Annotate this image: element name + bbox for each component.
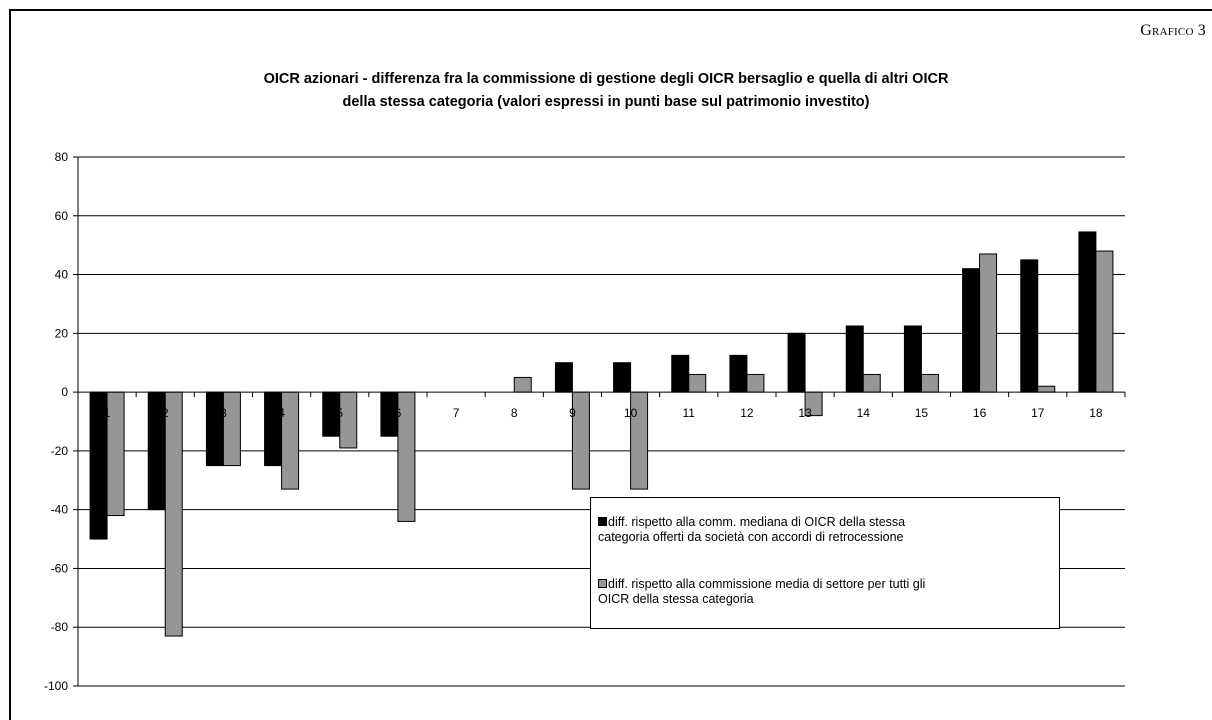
- bar-series-1-cat-3: [205, 391, 224, 467]
- bar-series-2-cat-15: [920, 373, 939, 393]
- x-tick-label-2: 2: [162, 406, 169, 420]
- bar-series-1-cat-14: [845, 325, 864, 393]
- x-tick-label-7: 7: [453, 406, 460, 420]
- x-tick-label-3: 3: [220, 406, 227, 420]
- x-tick-label-5: 5: [336, 406, 343, 420]
- legend-label-series-1-line-2: categoria offerti da società con accordi…: [598, 530, 904, 544]
- legend-swatch-series-1: [598, 517, 607, 526]
- bar-series-2-cat-14: [862, 373, 881, 393]
- legend-item-series-1: diff. rispetto alla comm. mediana di OIC…: [598, 515, 1048, 545]
- bar-series-2-cat-17: [1037, 385, 1056, 393]
- bar-series-1-cat-17: [1020, 259, 1039, 393]
- y-tick-label-0: 80: [55, 150, 69, 164]
- bar-series-2-cat-18: [1095, 250, 1114, 393]
- x-tick-label-4: 4: [278, 406, 285, 420]
- bar-series-1-cat-12: [729, 354, 748, 393]
- x-tick-label-16: 16: [973, 406, 987, 420]
- bar-series-1-cat-13: [787, 332, 806, 393]
- bar-series-1-cat-10: [613, 362, 632, 393]
- legend-label-series-2-line-1: diff. rispetto alla commissione media di…: [608, 577, 926, 591]
- y-tick-label-3: 20: [55, 326, 69, 340]
- figure-label: Grafico 3: [1140, 22, 1206, 39]
- bar-series-2-cat-3: [222, 391, 241, 467]
- figure-frame: [9, 9, 1212, 720]
- x-tick-label-11: 11: [683, 406, 696, 420]
- x-tick-label-13: 13: [798, 406, 812, 420]
- bar-series-2-cat-11: [688, 373, 707, 393]
- bar-series-1-cat-16: [962, 268, 981, 393]
- bar-series-2-cat-12: [746, 373, 765, 393]
- bar-series-2-cat-8: [513, 376, 532, 393]
- y-tick-label-7: -60: [51, 561, 69, 575]
- x-tick-label-8: 8: [511, 406, 518, 420]
- x-tick-label-14: 14: [857, 406, 871, 420]
- bar-series-2-cat-2: [164, 391, 183, 637]
- bar-series-1-cat-4: [264, 391, 283, 467]
- bar-series-1-cat-11: [671, 354, 690, 393]
- y-tick-label-2: 40: [55, 268, 69, 282]
- legend-label-series-1-line-1: diff. rispetto alla comm. mediana di OIC…: [608, 515, 906, 529]
- chart-title-line-2: della stessa categoria (valori espressi …: [342, 94, 870, 110]
- y-tick-label-4: 0: [61, 385, 68, 399]
- y-tick-label-5: -20: [51, 444, 69, 458]
- bar-series-1-cat-15: [903, 325, 922, 393]
- x-tick-label-9: 9: [569, 406, 576, 420]
- x-tick-label-15: 15: [915, 406, 929, 420]
- x-tick-label-12: 12: [740, 406, 754, 420]
- chart-title-line-1: OICR azionari - differenza fra la commis…: [263, 71, 949, 87]
- chart-legend: diff. rispetto alla comm. mediana di OIC…: [590, 497, 1060, 629]
- bar-series-1-cat-9: [554, 362, 573, 393]
- bar-series-2-cat-16: [979, 253, 998, 393]
- y-tick-label-8: -80: [51, 620, 69, 634]
- y-tick-label-1: 60: [55, 209, 69, 223]
- legend-item-series-2: diff. rispetto alla commissione media di…: [598, 577, 1048, 607]
- x-tick-label-18: 18: [1089, 406, 1103, 420]
- x-tick-label-1: 1: [104, 406, 111, 420]
- y-tick-label-6: -40: [51, 503, 69, 517]
- x-tick-label-10: 10: [624, 406, 638, 420]
- y-tick-label-9: -100: [44, 679, 68, 693]
- legend-label-series-2-line-2: OICR della stessa categoria: [598, 592, 754, 606]
- bar-series-1-cat-18: [1078, 231, 1097, 393]
- x-tick-label-6: 6: [395, 406, 402, 420]
- x-tick-label-17: 17: [1031, 406, 1045, 420]
- legend-swatch-series-2: [598, 579, 607, 588]
